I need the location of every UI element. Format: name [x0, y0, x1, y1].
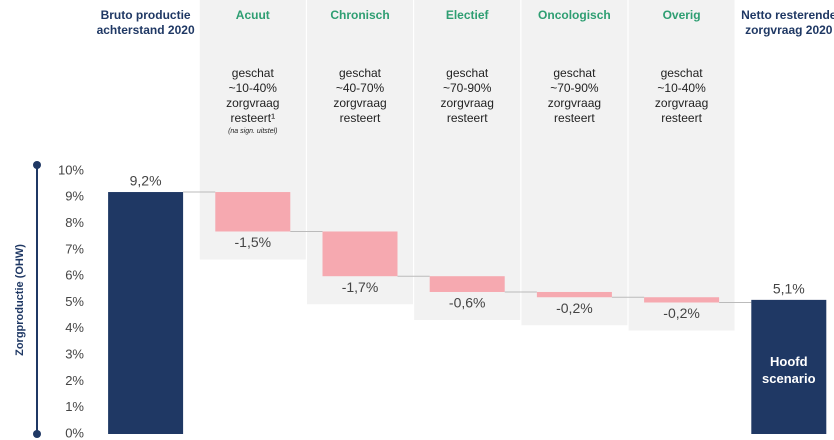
column-background — [628, 0, 735, 331]
y-tick-label: 0% — [65, 425, 84, 440]
column-background — [414, 0, 521, 320]
bar — [644, 297, 720, 303]
y-tick-label: 7% — [65, 241, 84, 256]
y-tick-label: 5% — [65, 294, 84, 309]
value-label: 5,1% — [773, 281, 805, 297]
value-label: -1,7% — [342, 279, 379, 295]
annotation: geschat ~10-40% zorgvraag resteert¹ — [226, 66, 280, 125]
category-header: Acuut — [235, 8, 270, 22]
y-tick-label: 1% — [65, 399, 84, 414]
annotation: geschat ~10-40% zorgvraag resteert — [654, 66, 709, 125]
bar — [751, 299, 827, 434]
bar — [108, 192, 184, 434]
y-tick-label: 4% — [65, 320, 84, 335]
category-header: Electief — [445, 8, 489, 22]
bar — [322, 231, 398, 277]
bar — [536, 291, 612, 298]
column-background — [521, 0, 628, 326]
category-header: Overig — [662, 8, 701, 22]
y-tick-label: 10% — [58, 162, 84, 177]
y-tick-label: 3% — [65, 347, 84, 362]
value-label: -0,6% — [449, 295, 486, 311]
category-header: Chronisch — [330, 8, 390, 22]
y-axis-label: Zorgproductie (OHW) — [14, 244, 26, 356]
category-header: Netto resterende zorgvraag 2020 — [741, 8, 834, 37]
bar — [429, 276, 505, 292]
axis-dot — [33, 430, 41, 438]
axis-dot — [33, 161, 41, 169]
category-header: Oncologisch — [538, 8, 611, 22]
value-label: 9,2% — [130, 173, 162, 189]
value-label: -0,2% — [663, 305, 700, 321]
category-header: Bruto productie achterstand 2020 — [96, 8, 195, 37]
value-label: -0,2% — [556, 300, 593, 316]
annotation: geschat ~70-90% zorgvraag resteert — [547, 66, 602, 125]
y-tick-label: 2% — [65, 373, 84, 388]
y-tick-label: 9% — [65, 189, 84, 204]
annotation-note: (na sign. uitstel) — [228, 128, 278, 135]
annotation: geschat ~70-90% zorgvraag resteert — [440, 66, 494, 125]
value-label: -1,5% — [235, 234, 272, 250]
y-tick-label: 8% — [65, 215, 84, 230]
bar-inner-label: Hoofd scenario — [762, 354, 816, 386]
annotation: geschat ~40-70% zorgvraag resteert — [333, 66, 387, 125]
bar — [215, 192, 291, 232]
y-tick-label: 6% — [65, 268, 84, 283]
